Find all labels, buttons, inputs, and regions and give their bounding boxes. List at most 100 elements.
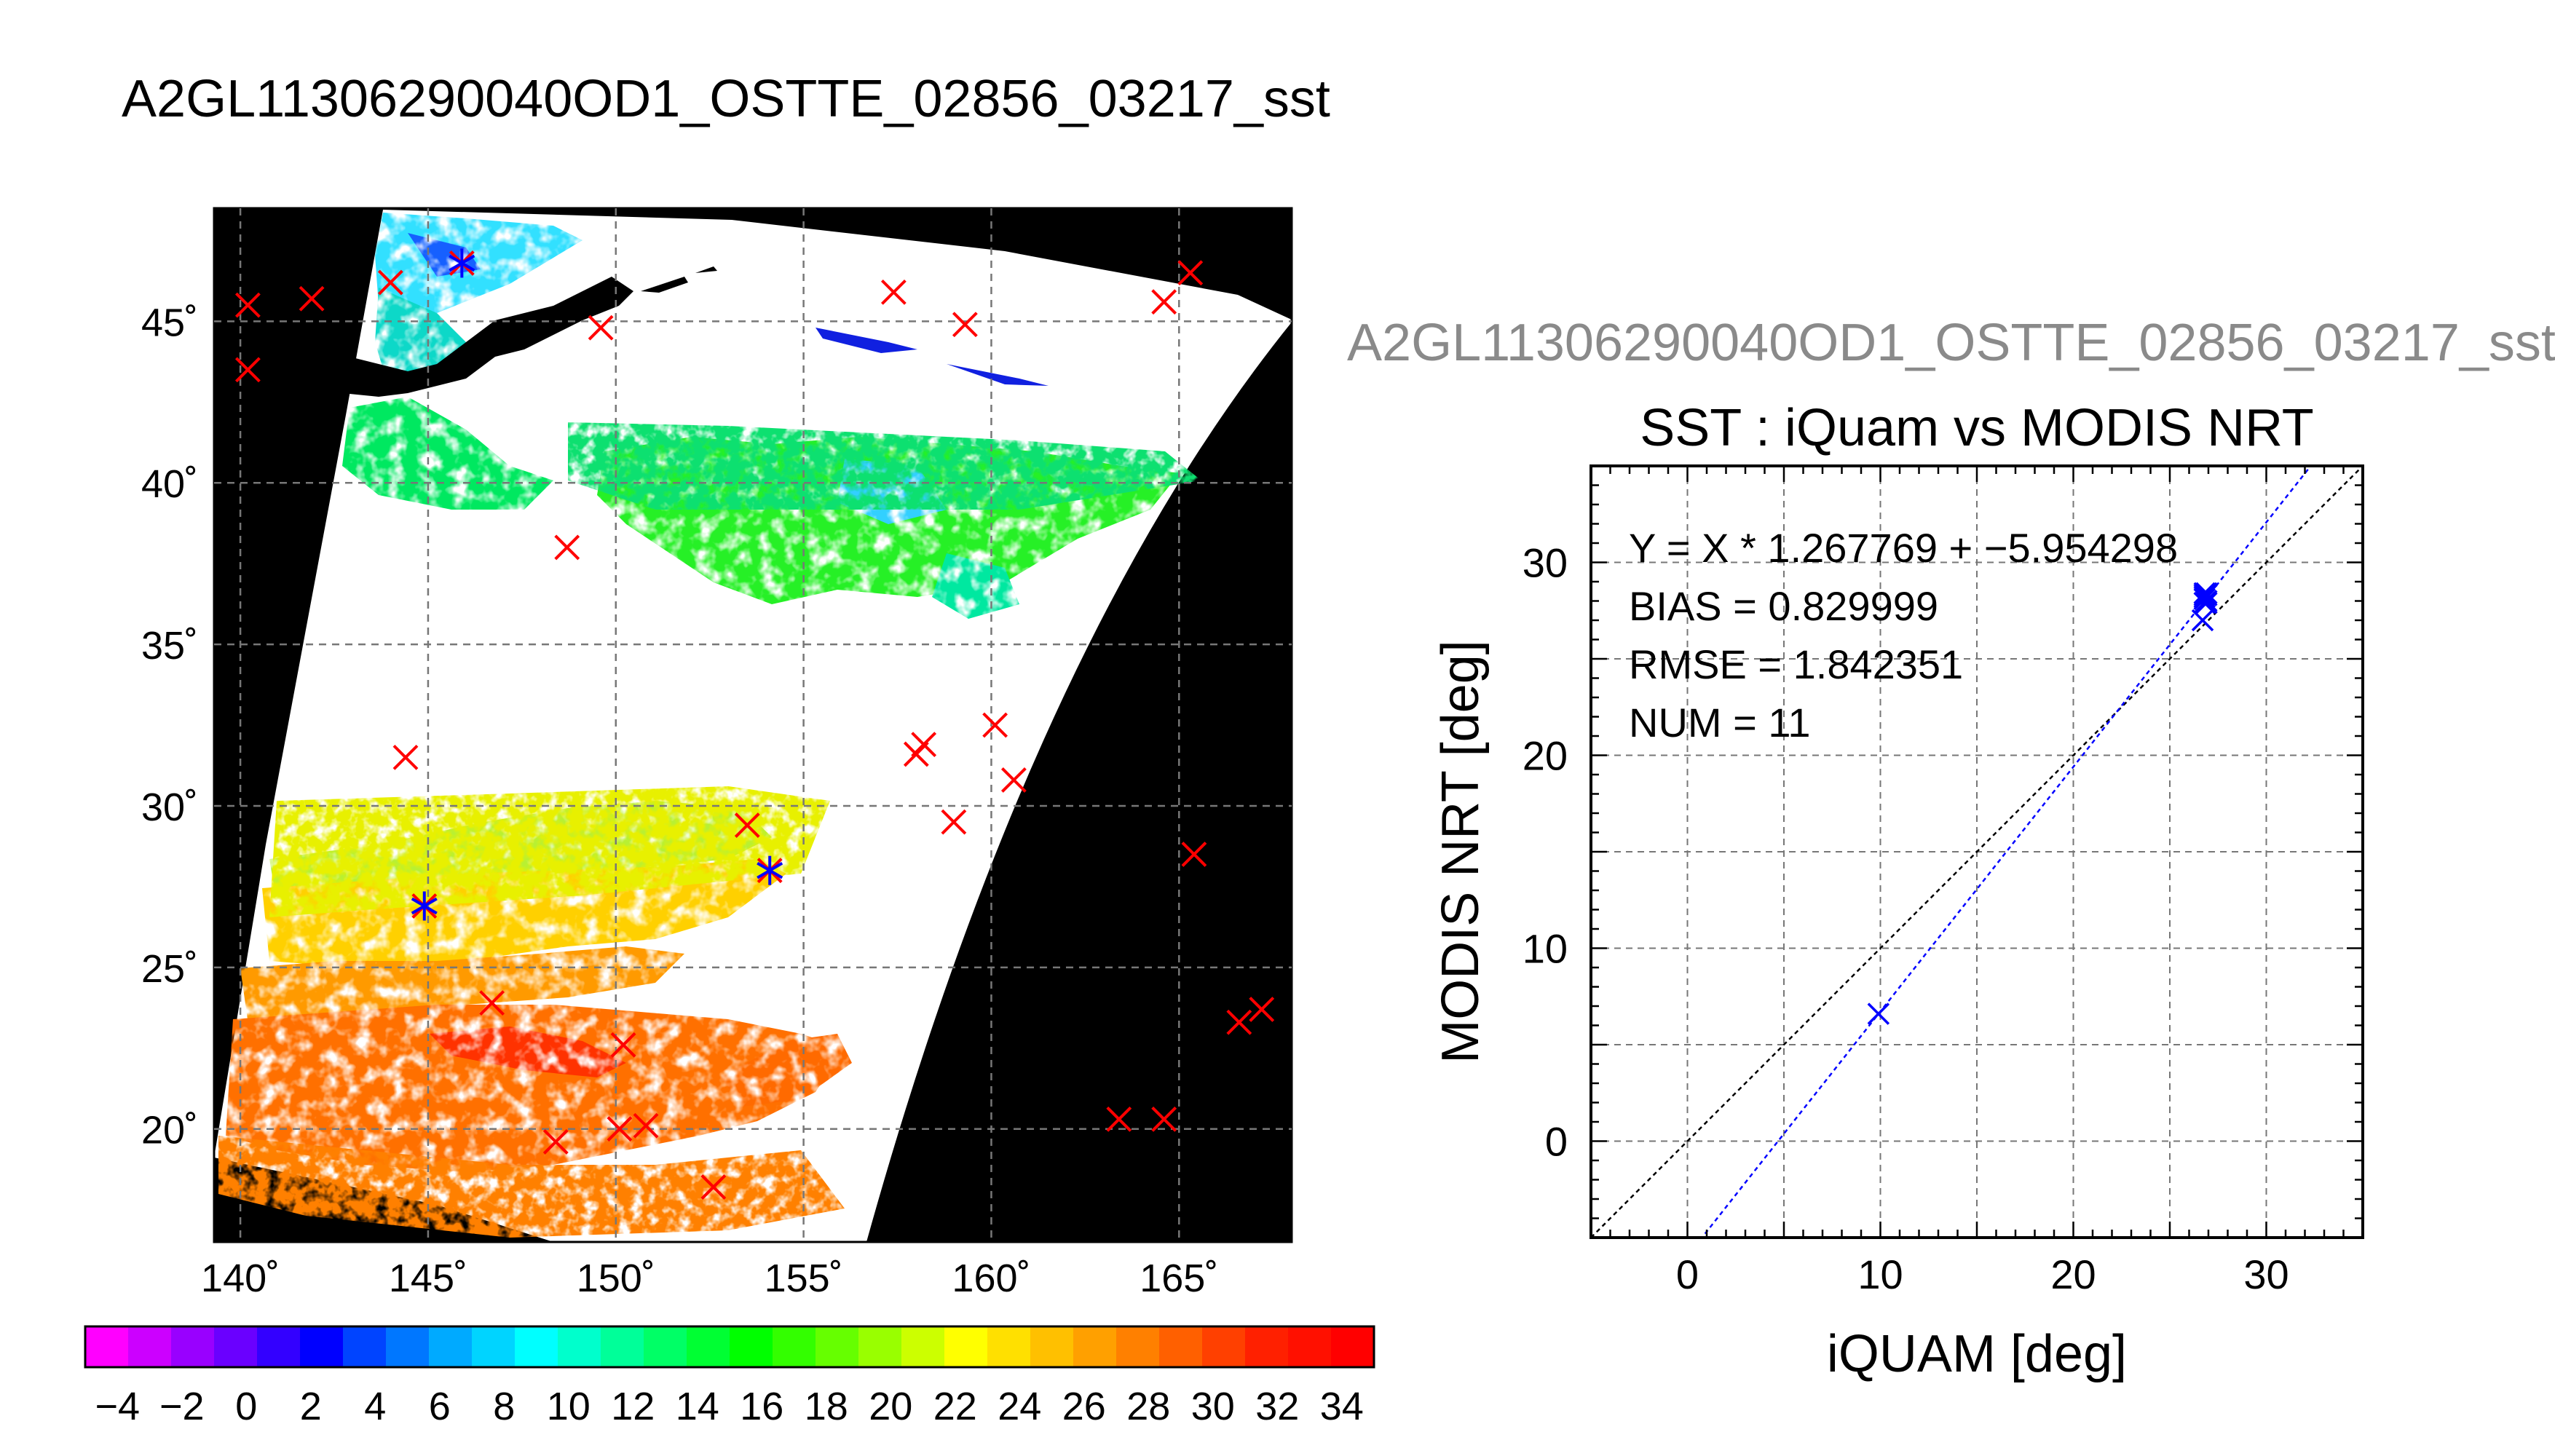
map-ytick-label: 20˚ xyxy=(141,1109,198,1152)
scatter-point xyxy=(2193,582,2216,605)
map-ytick-label: 35˚ xyxy=(141,624,198,668)
colorbar-cell xyxy=(858,1326,902,1367)
scatter-title: SST : iQuam vs MODIS NRT xyxy=(1640,399,2314,457)
one-to-one-line xyxy=(1591,466,2363,1238)
colorbar-label: 34 xyxy=(1320,1385,1364,1428)
annotation-num: NUM = 11 xyxy=(1629,700,1810,745)
colorbar-cell xyxy=(386,1326,430,1367)
colorbar-cell xyxy=(515,1326,558,1367)
colorbar-cell xyxy=(687,1326,730,1367)
scatter-gridlines xyxy=(1591,466,2363,1238)
annotation-bias: BIAS = 0.829999 xyxy=(1629,583,1938,629)
colorbar-cell xyxy=(644,1326,687,1367)
scatter-xtick-label: 10 xyxy=(1857,1251,1903,1297)
map-tick-labels: 140˚ 145˚ 150˚ 155˚ 160˚ 165˚ 20˚ 25˚ 30˚ 35˚ 40˚ 4… xyxy=(141,301,1218,1300)
colorbar-cell xyxy=(987,1326,1031,1367)
colorbar-cell xyxy=(257,1326,301,1367)
colorbar-cell xyxy=(944,1326,988,1367)
map-match-marker xyxy=(1177,260,1204,286)
colorbar-label: 22 xyxy=(933,1385,977,1428)
colorbar-cells xyxy=(85,1326,1375,1367)
colorbar-cell xyxy=(1030,1326,1074,1367)
scatter-point xyxy=(2193,585,2216,609)
colorbar-cell xyxy=(1288,1326,1332,1367)
map-match-marker xyxy=(607,1116,633,1142)
colorbar-label: 4 xyxy=(364,1385,386,1428)
map-match-marker xyxy=(1181,842,1207,867)
map-match-marker xyxy=(377,269,403,296)
colorbar-label: 18 xyxy=(805,1385,848,1428)
colorbar-cell xyxy=(85,1326,129,1367)
map-collocated-marker xyxy=(411,891,438,921)
colorbar-cell xyxy=(128,1326,172,1367)
map-title: A2GL11306290040OD1_OSTTE_02856_03217_sst xyxy=(122,70,1330,128)
kuril-islands xyxy=(641,266,717,293)
map-data-area xyxy=(214,208,1292,1242)
map-ytick-label: 30˚ xyxy=(141,786,198,829)
annotation-rmse: RMSE = 1.842351 xyxy=(1629,641,1963,687)
map-xtick-label: 140˚ xyxy=(201,1257,280,1300)
map-frame xyxy=(213,207,1293,1243)
scatter-point xyxy=(2195,590,2218,612)
scatter-suptitle: A2GL11306290040OD1_OSTTE_02856_03217_sst xyxy=(1347,314,2555,372)
colorbar-cell xyxy=(171,1326,215,1367)
map-xtick-label: 145˚ xyxy=(389,1257,467,1300)
colorbar-cell xyxy=(343,1326,387,1367)
map-match-markers xyxy=(234,250,1275,1200)
map-match-marker xyxy=(1151,1106,1177,1132)
colorbar-cell xyxy=(1159,1326,1203,1367)
colorbar-label: 8 xyxy=(493,1385,515,1428)
map-match-marker xyxy=(610,1032,636,1058)
scatter-point xyxy=(2195,591,2218,614)
colorbar-label: −2 xyxy=(159,1385,205,1428)
scatter-points xyxy=(1867,582,2218,1025)
scatter-lines xyxy=(1591,466,2363,1238)
sst-patch-mid-green-west xyxy=(342,397,553,510)
colorbar-cell xyxy=(1202,1326,1246,1367)
colorbar-label: 14 xyxy=(676,1385,719,1428)
map-collocated-marker xyxy=(757,855,783,885)
colorbar-frame xyxy=(84,1325,1375,1369)
map-ytick-label: 40˚ xyxy=(141,462,198,506)
scatter-ticks: 0 10 20 30 0 10 20 30 xyxy=(1523,466,2363,1297)
scatter-ylabel: MODIS NRT [deg] xyxy=(1431,640,1490,1064)
colorbar-cell xyxy=(601,1326,644,1367)
colorbar-label: 16 xyxy=(740,1385,783,1428)
map-ytick-label: 45˚ xyxy=(141,301,198,344)
map-match-marker xyxy=(700,1174,727,1200)
sst-patch-south-red xyxy=(430,1026,626,1077)
colorbar-label: 30 xyxy=(1191,1385,1235,1428)
colorbar-cell xyxy=(773,1326,816,1367)
scatter-panel: SST : iQuam vs MODIS NRT 0 10 20 300102030 … xyxy=(1431,399,2364,1383)
colorbar-label: −4 xyxy=(95,1385,140,1428)
colorbar-label: 24 xyxy=(998,1385,1041,1428)
map-match-marker xyxy=(941,809,967,835)
colorbar-label: 12 xyxy=(611,1385,655,1428)
colorbar-cell xyxy=(472,1326,516,1367)
map-collocated-marker xyxy=(449,248,475,278)
map-xtick-label: 160˚ xyxy=(952,1257,1030,1300)
scatter-ytick-label: 0 xyxy=(1545,1119,1568,1165)
scatter-ytick-label: 30 xyxy=(1523,540,1568,586)
colorbar-cell xyxy=(730,1326,773,1367)
scatter-xlabel: iQUAM [deg] xyxy=(1827,1325,2127,1383)
sst-patch-mid-green-scatter xyxy=(568,422,1201,510)
map-match-marker xyxy=(299,285,325,312)
sst-patch-mid-green-east xyxy=(932,553,1019,619)
scatter-ytick-label: 20 xyxy=(1523,733,1568,779)
scatter-point xyxy=(1867,1002,1890,1025)
colorbar-cell xyxy=(1245,1326,1289,1367)
map-ytick-label: 25˚ xyxy=(141,947,198,991)
colorbar-cell xyxy=(214,1326,258,1367)
colorbar-label: 32 xyxy=(1255,1385,1299,1428)
land-mass-north xyxy=(342,277,633,397)
map-match-marker xyxy=(982,712,1008,738)
map-match-marker xyxy=(392,744,419,770)
colorbar-label: 0 xyxy=(235,1385,257,1428)
colorbar-label: 10 xyxy=(547,1385,591,1428)
colorbar-cell xyxy=(816,1326,859,1367)
map-panel: 140˚ 145˚ 150˚ 155˚ 160˚ 165˚ 20˚ 25˚ 30˚ 35˚ 40˚ 4… xyxy=(141,207,1293,1300)
sst-patch-southeast-orange xyxy=(721,1034,852,1107)
colorbar-label: 26 xyxy=(1062,1385,1106,1428)
